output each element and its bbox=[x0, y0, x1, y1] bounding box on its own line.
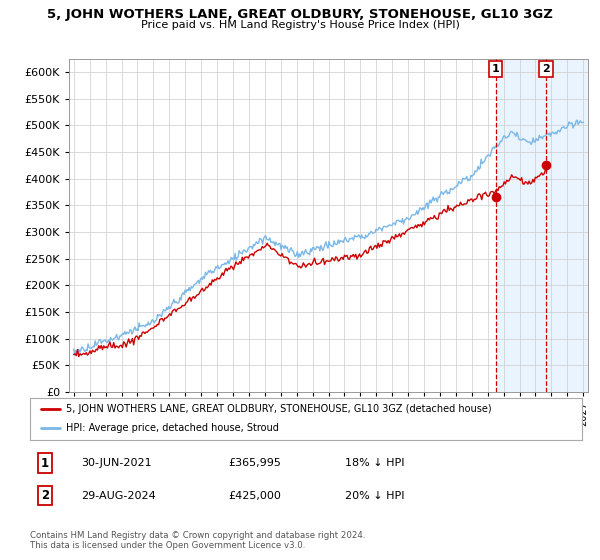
Text: Price paid vs. HM Land Registry's House Price Index (HPI): Price paid vs. HM Land Registry's House … bbox=[140, 20, 460, 30]
Text: 2: 2 bbox=[41, 489, 49, 502]
Text: 2: 2 bbox=[542, 64, 550, 74]
Text: 18% ↓ HPI: 18% ↓ HPI bbox=[345, 458, 404, 468]
Text: 1: 1 bbox=[41, 456, 49, 470]
Bar bbox=[496, 59, 588, 392]
Text: 20% ↓ HPI: 20% ↓ HPI bbox=[345, 491, 404, 501]
Text: 30-JUN-2021: 30-JUN-2021 bbox=[81, 458, 152, 468]
Text: 5, JOHN WOTHERS LANE, GREAT OLDBURY, STONEHOUSE, GL10 3GZ (detached house): 5, JOHN WOTHERS LANE, GREAT OLDBURY, STO… bbox=[66, 404, 491, 414]
Text: Contains HM Land Registry data © Crown copyright and database right 2024.
This d: Contains HM Land Registry data © Crown c… bbox=[30, 531, 365, 550]
Text: 29-AUG-2024: 29-AUG-2024 bbox=[81, 491, 156, 501]
Text: 1: 1 bbox=[492, 64, 500, 74]
Text: HPI: Average price, detached house, Stroud: HPI: Average price, detached house, Stro… bbox=[66, 423, 279, 433]
Text: £425,000: £425,000 bbox=[228, 491, 281, 501]
Text: £365,995: £365,995 bbox=[228, 458, 281, 468]
Text: 5, JOHN WOTHERS LANE, GREAT OLDBURY, STONEHOUSE, GL10 3GZ: 5, JOHN WOTHERS LANE, GREAT OLDBURY, STO… bbox=[47, 8, 553, 21]
